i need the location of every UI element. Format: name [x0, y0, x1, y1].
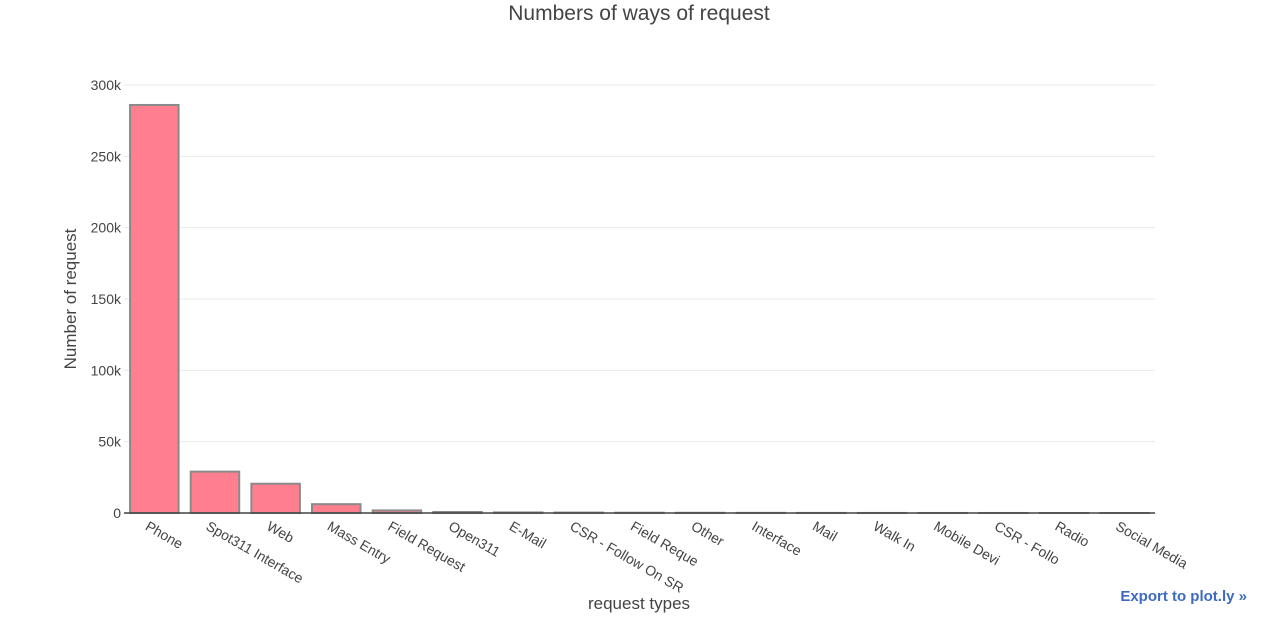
export-to-plotly-link[interactable]: Export to plot.ly »: [1120, 588, 1247, 605]
bars: [130, 105, 1149, 513]
y-axis-ticks: 0 50k 100k 150k 200k 250k 300k: [91, 77, 122, 521]
bar-web[interactable]: [251, 484, 300, 513]
x-tick-label: Mail: [810, 518, 840, 545]
y-tick-label: 100k: [91, 362, 122, 378]
y-tick-label: 250k: [91, 148, 122, 164]
y-axis-title: Number of request: [61, 228, 80, 369]
y-tick-label: 150k: [91, 291, 122, 307]
gridlines: [124, 85, 1155, 442]
y-tick-label: 0: [113, 505, 121, 521]
y-tick-label: 50k: [98, 434, 122, 450]
x-tick-label: Mobile Devi: [931, 518, 1002, 568]
x-axis-title: request types: [588, 594, 690, 613]
x-tick-label: Radio: [1053, 518, 1093, 550]
bar-phone[interactable]: [130, 105, 179, 513]
x-tick-label: Web: [264, 518, 297, 546]
x-tick-label: Walk In: [871, 518, 919, 555]
x-tick-label: CSR - Follow On SR: [567, 518, 686, 596]
bar-spot311-interface[interactable]: [191, 472, 240, 513]
x-tick-label: CSR - Follo: [992, 518, 1063, 568]
y-tick-label: 300k: [91, 77, 122, 93]
x-tick-label: Interface: [749, 518, 804, 559]
x-tick-label: E-Mail: [507, 518, 549, 552]
x-tick-label: Other: [689, 518, 728, 550]
bar-mass-entry[interactable]: [312, 504, 361, 513]
x-tick-label: Social Media: [1113, 518, 1191, 572]
chart-title: Numbers of ways of request: [508, 2, 770, 25]
y-tick-label: 200k: [91, 220, 122, 236]
x-tick-label: Phone: [143, 518, 186, 552]
x-tick-label: Mass Entry: [325, 518, 394, 567]
